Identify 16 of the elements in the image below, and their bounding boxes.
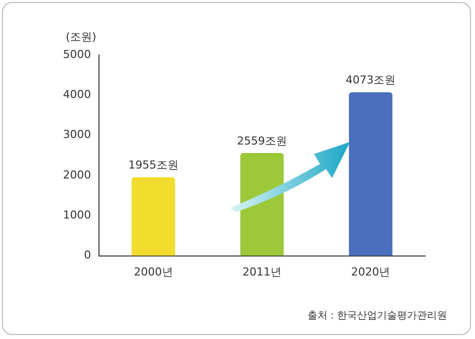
source-note: 출처 : 한국산업기술평가관리원 xyxy=(307,310,447,322)
bar xyxy=(132,177,176,256)
y-tick-label: 1000 xyxy=(62,208,91,222)
y-tick-label: 0 xyxy=(84,248,91,262)
x-tick-label: 2020년 xyxy=(351,265,390,278)
data-label: 1955조원 xyxy=(128,158,178,172)
y-tick-label: 4000 xyxy=(62,88,91,102)
x-tick-label: 2000년 xyxy=(134,265,173,278)
y-tick-label: 3000 xyxy=(62,128,91,142)
y-tick-label: 5000 xyxy=(62,48,91,61)
data-label: 2559조원 xyxy=(236,134,287,148)
bar xyxy=(348,92,392,256)
data-label: 4073조원 xyxy=(346,74,396,87)
x-tick-label: 2011년 xyxy=(242,265,282,278)
y-axis-title: (조원) xyxy=(66,30,96,44)
y-tick-label: 2000 xyxy=(62,168,91,182)
